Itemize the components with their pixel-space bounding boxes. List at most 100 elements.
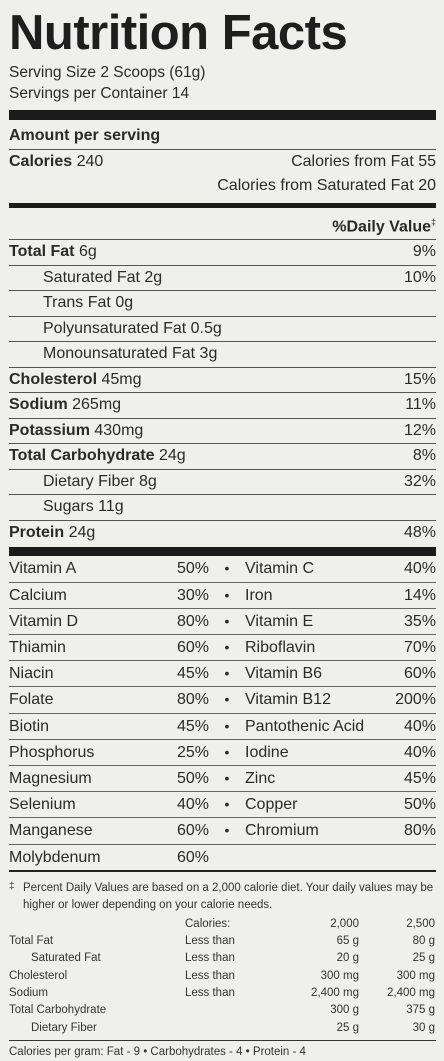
nutrient-name: Cholesterol bbox=[9, 370, 98, 388]
dv-table-cell bbox=[185, 1020, 265, 1037]
vitamin-percent: 40% bbox=[176, 796, 209, 814]
vitamin-percent: 45% bbox=[176, 665, 209, 683]
nutrient-dv: 11% bbox=[405, 396, 436, 414]
vitamin-percent: 25% bbox=[176, 743, 209, 761]
dv-table-cell: 300 g bbox=[330, 1004, 359, 1017]
vitamin-percent: 70% bbox=[403, 638, 436, 656]
vitamin-name: Biotin bbox=[9, 717, 50, 735]
bullet-separator bbox=[209, 845, 245, 870]
label-title: Nutrition Facts bbox=[9, 6, 348, 60]
vitamin-row: Manganese 60% • Chromium 80% bbox=[9, 818, 436, 845]
dv-table-cell: 30 g bbox=[412, 1021, 435, 1034]
nutrient-name: Sugars bbox=[43, 498, 94, 516]
dv-table-cell: 25 g bbox=[412, 952, 435, 965]
vitamin-row: Vitamin D 80% • Vitamin E 35% bbox=[9, 609, 436, 635]
vitamin-percent: 50% bbox=[403, 796, 436, 814]
nutrient-dv: 15% bbox=[403, 370, 436, 388]
nutrient-name: Potassium bbox=[9, 421, 90, 439]
dv-table-nutrient: Cholesterol bbox=[9, 969, 68, 982]
bullet-separator: • bbox=[224, 665, 230, 682]
vitamin-name: Pantothenic Acid bbox=[245, 717, 365, 735]
daily-value-mark: ‡ bbox=[430, 216, 436, 227]
vitamin-row: Molybdenum 60% bbox=[9, 845, 436, 870]
bullet-separator: • bbox=[224, 796, 230, 813]
nutrient-dv: 32% bbox=[403, 472, 436, 490]
vitamin-name: Copper bbox=[245, 796, 298, 814]
nutrient-amount: 24g bbox=[158, 447, 186, 465]
vitamin-row: Niacin 45% • Vitamin B6 60% bbox=[9, 661, 436, 688]
amount-per-serving: Amount per serving bbox=[9, 124, 436, 150]
vitamin-percent: 60% bbox=[403, 665, 436, 683]
nutrient-name: Total Fat bbox=[9, 243, 75, 261]
vitamin-percent: 60% bbox=[176, 638, 209, 656]
serving-size: Serving Size 2 Scoops (61g) bbox=[9, 64, 206, 81]
nutrient-dv: 9% bbox=[412, 243, 436, 261]
nutrient-row-monounsaturated-fat: Monounsaturated Fat 3g bbox=[9, 342, 436, 368]
vitamin-name: Magnesium bbox=[9, 769, 92, 787]
vitamin-name: Molybdenum bbox=[9, 848, 101, 866]
amount-per-serving-label: Amount per serving bbox=[9, 127, 161, 144]
dv-table-cell: Less than bbox=[185, 986, 235, 999]
vitamin-percent: 40% bbox=[403, 717, 436, 735]
nutrient-row-protein: Protein 24g 48% bbox=[9, 521, 436, 546]
vitamin-row: Folate 80% • Vitamin B12 200% bbox=[9, 687, 436, 714]
vitamin-list: Vitamin A 50% • Vitamin C 40% Calcium 30% • Iron… bbox=[9, 556, 436, 869]
vitamin-name: Niacin bbox=[9, 665, 54, 683]
vitamin-name: Calcium bbox=[9, 586, 67, 604]
vitamin-percent: 40% bbox=[403, 560, 436, 578]
vitamin-percent: 45% bbox=[403, 769, 436, 787]
dv-table-cell: Less than bbox=[185, 952, 235, 965]
vitamin-percent: 50% bbox=[176, 560, 209, 578]
vitamin-row: Phosphorus 25% • Iodine 40% bbox=[9, 740, 436, 766]
vitamin-percent: 80% bbox=[403, 822, 436, 840]
dv-table-cell: 25 g bbox=[336, 1021, 359, 1034]
vitamin-percent: 200% bbox=[395, 691, 436, 709]
nutrient-row-total-fat: Total Fat 6g 9% bbox=[9, 240, 436, 266]
dv-table-nutrient: Saturated Fat bbox=[31, 952, 101, 965]
calories-value: 240 bbox=[76, 152, 104, 170]
nutrient-name: Polyunsaturated Fat bbox=[43, 319, 187, 337]
calories-from-fat: Calories from Fat 55 bbox=[291, 152, 436, 170]
nutrient-amount: 6g bbox=[78, 243, 97, 261]
vitamin-name: Iron bbox=[245, 586, 273, 604]
dv-table-cell bbox=[185, 1002, 265, 1019]
calories-label: Calories bbox=[9, 152, 73, 170]
vitamin-name: Folate bbox=[9, 691, 54, 709]
dv-table-header: 2,000 bbox=[330, 917, 359, 930]
vitamin-percent: 30% bbox=[176, 586, 209, 604]
footnote-text: Percent Daily Values are based on a 2,00… bbox=[23, 881, 434, 911]
vitamin-percent: 60% bbox=[176, 822, 209, 840]
vitamin-row: Thiamin 60% • Riboflavin 70% bbox=[9, 635, 436, 662]
nutrient-amount: 265mg bbox=[72, 396, 122, 414]
bullet-separator: • bbox=[224, 586, 230, 603]
dv-table-nutrient: Total Fat bbox=[9, 935, 54, 948]
vitamin-name: Thiamin bbox=[9, 638, 66, 656]
vitamin-name: Riboflavin bbox=[245, 638, 316, 656]
nutrient-row-polyunsaturated-fat: Polyunsaturated Fat 0.5g bbox=[9, 317, 436, 343]
nutrient-amount: 45mg bbox=[101, 370, 142, 388]
calories-per-gram: Calories per gram: Fat - 9 • Carbohydrat… bbox=[9, 1045, 306, 1058]
footnote: ‡ Percent Daily Values are based on a 2,… bbox=[9, 872, 436, 916]
nutrient-name: Trans Fat bbox=[43, 294, 111, 312]
vitamin-name: Chromium bbox=[245, 822, 319, 840]
vitamin-percent: 60% bbox=[176, 848, 209, 866]
dv-table-header bbox=[9, 916, 185, 933]
nutrient-row-dietary-fiber: Dietary Fiber 8g 32% bbox=[9, 470, 436, 496]
bullet-separator: • bbox=[224, 612, 230, 629]
dv-table-cell: 300 mg bbox=[320, 969, 359, 982]
vitamin-name: Manganese bbox=[9, 822, 93, 840]
dv-table-cell: 80 g bbox=[412, 935, 435, 948]
nutrient-name: Sodium bbox=[9, 396, 68, 414]
nutrient-amount: 8g bbox=[139, 472, 157, 490]
nutrient-row-sodium: Sodium 265mg 11% bbox=[9, 393, 436, 419]
divider-medium bbox=[9, 202, 436, 208]
bullet-separator: • bbox=[224, 717, 230, 734]
nutrient-dv: 8% bbox=[412, 447, 436, 465]
nutrient-amount: 430mg bbox=[94, 421, 144, 439]
divider-thin bbox=[9, 869, 436, 872]
calories-sat-fat-row: Calories from Saturated Fat 20 bbox=[9, 174, 436, 199]
nutrient-name: Dietary Fiber bbox=[43, 472, 135, 490]
dv-table-cell: Less than bbox=[185, 969, 235, 982]
nutrient-name: Saturated Fat bbox=[43, 268, 140, 286]
nutrition-label: Nutrition Facts Serving Size 2 Scoops (6… bbox=[9, 6, 436, 1058]
